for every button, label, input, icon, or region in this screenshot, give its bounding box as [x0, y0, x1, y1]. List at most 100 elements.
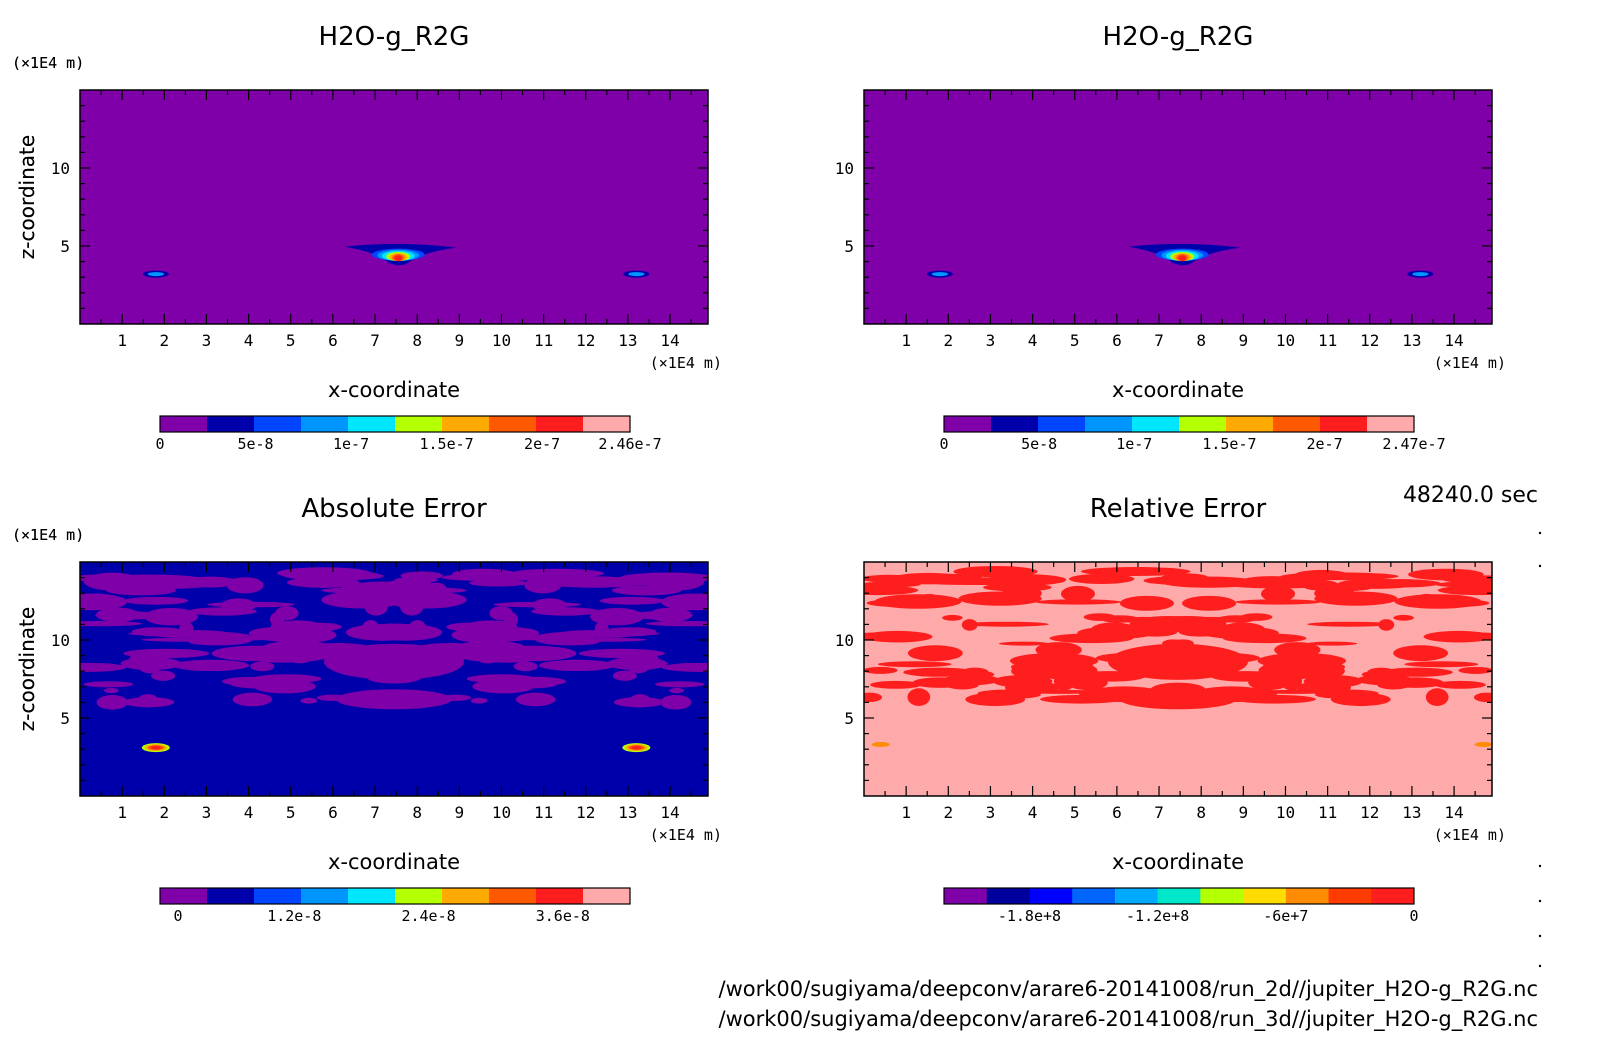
colorbar-frame — [943, 415, 1415, 433]
x-tick-label: 14 — [1444, 803, 1463, 822]
error-patch — [1307, 621, 1393, 627]
error-patch — [877, 661, 952, 668]
error-patch — [198, 635, 277, 641]
x-tick-label: 6 — [328, 331, 338, 350]
error-patch — [1108, 643, 1248, 680]
error-patch — [144, 607, 198, 626]
error-patch — [864, 632, 928, 641]
x-tick-label: 2 — [943, 803, 953, 822]
error-patch — [1408, 568, 1484, 581]
chart-title: H2O-g_R2G — [319, 22, 470, 52]
error-patch — [489, 606, 513, 621]
colorbar-segment — [395, 888, 443, 904]
error-patch — [1242, 576, 1305, 585]
feature-small-blob — [1412, 272, 1429, 277]
colorbar-label: 5e-8 — [237, 435, 273, 453]
error-patch — [1425, 688, 1449, 706]
error-patch — [1284, 683, 1301, 691]
colorbar-label: 2.46e-7 — [598, 435, 661, 453]
error-patch — [80, 621, 143, 627]
plot-frame — [863, 561, 1493, 797]
x-tick-label: 9 — [1239, 803, 1249, 822]
x-tick-label: 1 — [117, 331, 127, 350]
colorbar-segment — [583, 416, 631, 432]
error-patch — [637, 652, 660, 670]
plot-background — [864, 90, 1492, 324]
x-tick-label: 3 — [986, 803, 996, 822]
x-tick-label: 6 — [1112, 331, 1122, 350]
error-patch — [1011, 663, 1048, 679]
error-patch — [1394, 594, 1482, 609]
colorbar-label: 2e-7 — [524, 435, 560, 453]
colorbar-segment — [254, 888, 302, 904]
error-patch — [469, 579, 528, 587]
x-tick-label: 9 — [455, 803, 465, 822]
error-patch — [907, 645, 963, 662]
error-patch — [985, 574, 1067, 586]
error-patch — [1235, 599, 1321, 605]
error-patch — [599, 596, 665, 605]
y-axis-label: z-coordinate — [15, 607, 39, 731]
x-tick-label: 2 — [159, 803, 169, 822]
colorbar-segment — [1179, 416, 1227, 432]
x-tick-label: 3 — [202, 331, 212, 350]
colorbar-segment — [348, 888, 396, 904]
error-patch — [1258, 689, 1332, 694]
error-patch — [283, 627, 337, 643]
colorbar-segment — [1029, 888, 1073, 904]
x-tick-label: 6 — [1112, 803, 1122, 822]
error-patch — [1428, 632, 1492, 641]
x-tick-label: 11 — [1318, 331, 1337, 350]
colorbar-segment — [348, 416, 396, 432]
x-tick-label: 4 — [244, 331, 254, 350]
colorbar-segment — [160, 888, 208, 904]
error-patch — [953, 566, 1038, 578]
feature-error-hotspot — [1474, 742, 1492, 748]
chart-panel-4: Relative Error (×1E4 m) (×1E4 m) x-coordina… — [12, 494, 1506, 925]
error-patch — [103, 687, 119, 694]
colorbar-frame — [159, 415, 631, 433]
error-patch — [513, 661, 538, 672]
x-tick-label: 1 — [901, 331, 911, 350]
y-tick-label: 10 — [835, 159, 854, 178]
colorbar-label: -1.2e+8 — [1126, 907, 1189, 925]
error-patch — [1119, 595, 1175, 611]
colorbar-segment — [986, 888, 1030, 904]
y-axis-label: z-coordinate — [15, 135, 39, 259]
feature-small-blob — [931, 272, 948, 277]
colorbar-label: 2.47e-7 — [1382, 435, 1445, 453]
colorbar: -1.8e+8 -1.2e+8 -6e+7 0 — [943, 887, 1419, 925]
error-patch — [163, 630, 230, 637]
y-unit-label: (×1E4 m) — [12, 526, 84, 544]
error-patch — [998, 641, 1050, 646]
error-patch — [128, 652, 151, 670]
error-patch — [1294, 569, 1349, 581]
error-patch — [80, 662, 127, 672]
error-patch — [96, 695, 128, 710]
x-tick-label: 5 — [1070, 331, 1080, 350]
x-tick-label: 12 — [576, 331, 595, 350]
x-tick-label: 2 — [943, 331, 953, 350]
x-tick-label: 14 — [660, 331, 679, 350]
colorbar-segment — [207, 416, 255, 432]
x-tick-label: 5 — [1070, 803, 1080, 822]
colorbar-segment — [583, 888, 631, 904]
x-tick-label: 14 — [660, 803, 679, 822]
error-patch — [629, 694, 651, 708]
error-patch — [864, 574, 916, 583]
error-patch — [280, 570, 341, 579]
error-patch — [1404, 661, 1479, 668]
x-tick-label: 13 — [1402, 803, 1421, 822]
error-patch — [1437, 585, 1492, 596]
colorbar-label: 3.6e-8 — [536, 907, 590, 925]
colorbar-segment — [536, 888, 584, 904]
x-tick-label: 12 — [576, 803, 595, 822]
error-patch — [874, 594, 962, 609]
colorbar-label: 0 — [1409, 907, 1418, 925]
x-axis-label: x-coordinate — [328, 378, 460, 402]
error-patch — [1181, 595, 1237, 611]
colorbar-segment — [1226, 416, 1274, 432]
plot-frame — [79, 89, 709, 325]
colorbar-segment — [1157, 888, 1201, 904]
axis-ticks — [864, 90, 1492, 324]
